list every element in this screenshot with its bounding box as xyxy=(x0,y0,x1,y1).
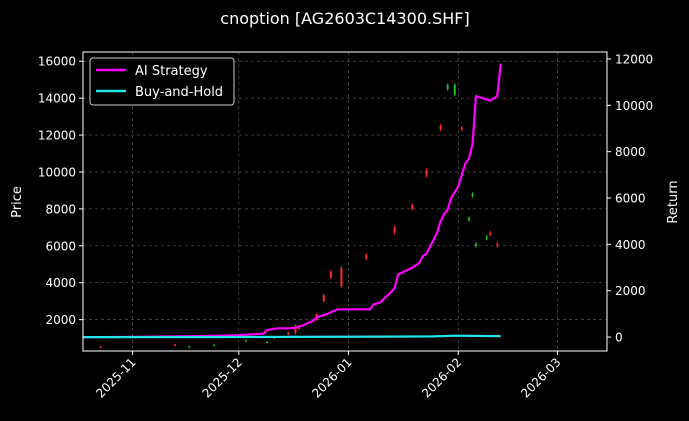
candle-body xyxy=(188,346,191,348)
y-right-tick-label: 6000 xyxy=(615,192,646,206)
candle-body xyxy=(460,127,463,130)
candle-body xyxy=(244,339,247,342)
y-left-tick-label: 6000 xyxy=(45,239,76,253)
y-left-tick-label: 8000 xyxy=(45,202,76,216)
candle-body xyxy=(393,227,396,233)
candle-body xyxy=(453,85,456,95)
y-right-tick-label: 10000 xyxy=(615,99,653,113)
candle-body xyxy=(496,243,499,246)
y-right-tick-label: 8000 xyxy=(615,145,646,159)
candle-body xyxy=(99,346,102,349)
y-left-tick-label: 2000 xyxy=(45,313,76,327)
series-lines xyxy=(82,63,502,339)
y-right-tick-label: 2000 xyxy=(615,284,646,298)
legend-label-buy-and-hold: Buy-and-Hold xyxy=(135,85,223,100)
candle-body xyxy=(174,344,177,347)
candle-body xyxy=(425,170,428,176)
candle-body xyxy=(475,243,477,246)
y-axis-left: 2000 4000 6000 8000 10000 12000 14000 16000 xyxy=(38,55,83,327)
y-left-tick-label: 16000 xyxy=(38,55,76,69)
candle-body xyxy=(365,255,368,259)
y-left-tick-label: 12000 xyxy=(38,129,76,143)
candle-body xyxy=(294,326,297,333)
candle-body xyxy=(322,295,325,302)
candle-body xyxy=(411,205,414,209)
series-line-ai-strategy xyxy=(82,63,502,339)
candle-body xyxy=(287,332,290,335)
y-left-tick-label: 14000 xyxy=(38,92,76,106)
candle-body xyxy=(439,125,442,130)
series-line-buy-and-hold xyxy=(83,334,501,339)
legend-label-ai-strategy: AI Strategy xyxy=(135,64,208,79)
candle-body xyxy=(471,194,474,196)
y-right-tick-label: 0 xyxy=(615,331,623,345)
y-axis-left-label: Price xyxy=(10,186,25,218)
candle-body xyxy=(213,344,215,347)
y-right-tick-label: 12000 xyxy=(615,52,653,66)
y-axis-right-label: Return xyxy=(666,180,681,223)
candle-body xyxy=(446,85,449,89)
y-axis-right: 0 2000 4000 6000 8000 10000 12000 xyxy=(607,52,653,345)
candle-body xyxy=(467,218,470,220)
candle-body xyxy=(489,232,492,235)
y-right-tick-label: 4000 xyxy=(615,238,646,252)
legend: AI Strategy Buy-and-Hold xyxy=(89,57,235,106)
candle-body xyxy=(340,267,343,287)
plot-frame xyxy=(82,51,608,352)
y-left-tick-label: 10000 xyxy=(38,165,76,179)
y-left-tick-label: 4000 xyxy=(45,276,76,290)
candle-body xyxy=(485,236,488,239)
chart-title: cnoption [AG2603C14300.SHF] xyxy=(220,9,469,28)
candle-body xyxy=(266,341,269,344)
candle-body xyxy=(329,271,332,278)
